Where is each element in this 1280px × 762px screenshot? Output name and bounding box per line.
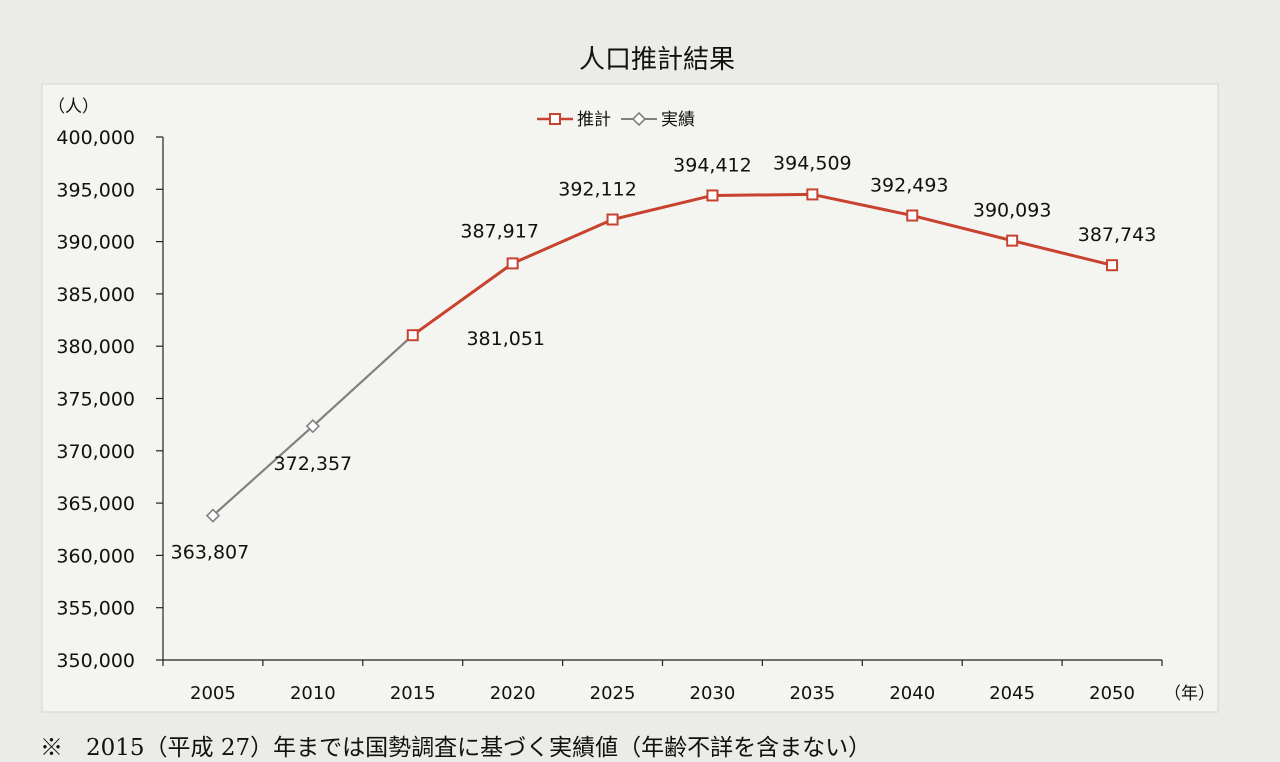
y-tick-label: 390,000 bbox=[56, 232, 135, 254]
actual-point-marker bbox=[205, 508, 221, 523]
data-label: 392,493 bbox=[870, 175, 949, 197]
chart-title: 人口推計結果 bbox=[579, 45, 735, 75]
legend-square-marker bbox=[549, 113, 561, 125]
x-tick-label: 2010 bbox=[290, 683, 336, 704]
x-tick-label: 2030 bbox=[690, 683, 736, 704]
y-tick-label: 395,000 bbox=[56, 179, 135, 201]
y-tick-label: 370,000 bbox=[56, 441, 135, 463]
x-tick-label: 2040 bbox=[889, 683, 935, 704]
y-axis-unit-label: （人） bbox=[48, 97, 99, 117]
data-label: 363,807 bbox=[171, 542, 250, 564]
data-labels-layer: 363,807 372,357 381,051 387,917 392,112 394,4… bbox=[171, 152, 1157, 563]
estimate-point-marker bbox=[706, 189, 719, 202]
y-tick-label: 355,000 bbox=[56, 598, 135, 620]
data-label: 392,112 bbox=[558, 179, 637, 201]
x-tick-label: 2015 bbox=[390, 683, 436, 704]
x-tick-label: 2005 bbox=[190, 683, 236, 704]
x-tick-label: 2025 bbox=[590, 683, 636, 704]
data-label: 394,509 bbox=[773, 152, 852, 174]
x-axis: 2005 2010 2015 2020 2025 2030 2035 2040 2045 2050 bbox=[162, 659, 1163, 704]
y-tick-label: 375,000 bbox=[56, 389, 135, 411]
x-tick-label: 2035 bbox=[789, 683, 835, 704]
data-label: 387,917 bbox=[460, 220, 539, 242]
x-axis-unit-label: （年） bbox=[1164, 684, 1215, 704]
estimate-point-marker bbox=[506, 257, 519, 270]
estimate-point-marker bbox=[606, 213, 619, 226]
y-tick-label: 385,000 bbox=[56, 284, 135, 306]
estimate-series-line bbox=[411, 192, 1113, 337]
y-tick-label: 350,000 bbox=[56, 650, 135, 672]
chart-area-background bbox=[41, 83, 1219, 713]
x-tick-label: 2050 bbox=[1089, 683, 1135, 704]
x-tick-label: 2045 bbox=[989, 683, 1035, 704]
estimate-point-marker bbox=[806, 188, 819, 201]
data-label: 387,743 bbox=[1078, 224, 1157, 246]
y-tick-label: 360,000 bbox=[56, 545, 135, 567]
actual-point-marker bbox=[305, 419, 320, 434]
y-tick-label: 380,000 bbox=[56, 336, 135, 358]
data-label: 372,357 bbox=[274, 453, 353, 475]
y-tick-label: 400,000 bbox=[56, 127, 135, 149]
legend-diamond-marker bbox=[631, 111, 647, 127]
legend: 推計 実績 bbox=[537, 110, 695, 130]
estimate-point-marker bbox=[1006, 234, 1019, 247]
estimate-point-marker bbox=[906, 209, 919, 222]
series-layer bbox=[205, 188, 1119, 523]
legend-label: 実績 bbox=[661, 110, 695, 130]
estimate-point-marker bbox=[406, 329, 419, 342]
data-label: 394,412 bbox=[673, 154, 752, 176]
legend-label: 推計 bbox=[577, 110, 611, 130]
data-label: 381,051 bbox=[466, 328, 545, 350]
x-tick-label: 2020 bbox=[490, 683, 536, 704]
footnote: ※ 2015（平成 27）年までは国勢調査に基づく実績値（年齢不詳を含まない） bbox=[40, 735, 872, 761]
estimate-point-marker bbox=[1106, 259, 1119, 272]
y-axis: 400,000 395,000 390,000 385,000 380,000 375,0… bbox=[56, 127, 164, 672]
y-tick-label: 365,000 bbox=[56, 493, 135, 515]
data-label: 390,093 bbox=[973, 200, 1052, 222]
